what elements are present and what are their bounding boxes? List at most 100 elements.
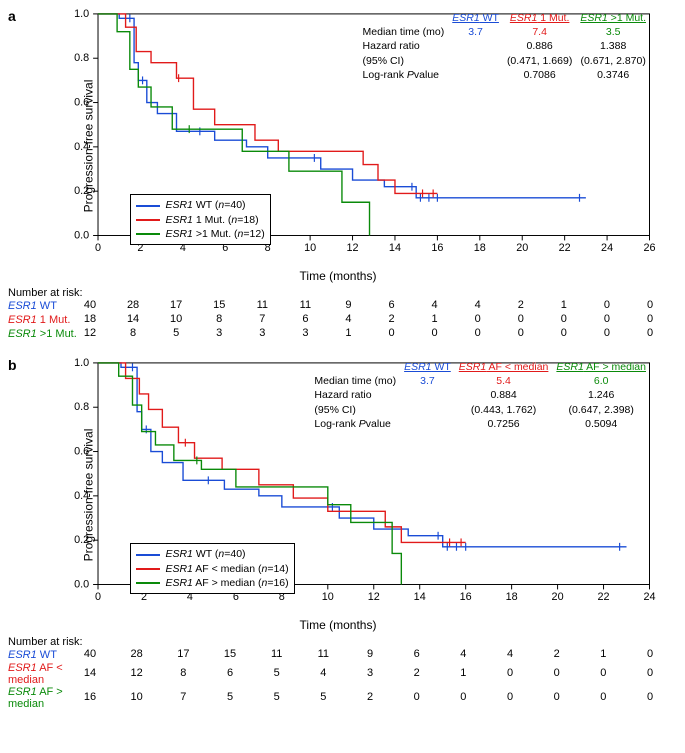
risk-cell: 14 xyxy=(121,313,145,325)
risk-cell: 0 xyxy=(498,667,522,679)
risk-cell: 3 xyxy=(250,327,274,339)
risk-title: Number at risk: xyxy=(8,636,677,648)
risk-cell: 14 xyxy=(78,667,102,679)
risk-cell: 0 xyxy=(451,691,475,703)
risk-cell: 0 xyxy=(545,691,569,703)
km-panel: a Progression-free survival 0.00.20.40.6… xyxy=(8,8,677,341)
legend-item: ESR1 1 Mut. (n=18) xyxy=(136,213,264,227)
legend: ESR1 WT (n=40) ESR1 AF < median (n=14) E… xyxy=(130,543,294,594)
legend-label: ESR1 1 Mut. (n=18) xyxy=(165,213,258,227)
svg-text:0.0: 0.0 xyxy=(74,578,89,590)
svg-text:12: 12 xyxy=(368,591,380,603)
risk-cell: 0 xyxy=(545,667,569,679)
risk-cell: 0 xyxy=(638,691,662,703)
risk-cell: 3 xyxy=(207,327,231,339)
plot-area: Progression-free survival 0.00.20.40.60.… xyxy=(58,357,662,632)
risk-cell: 4 xyxy=(466,299,490,311)
risk-cell: 0 xyxy=(638,327,662,339)
risk-cell: 28 xyxy=(121,299,145,311)
risk-cell: 0 xyxy=(423,327,447,339)
risk-cell: 7 xyxy=(171,691,195,703)
stats-table: ESR1 WTESR1 AF < medianESR1 AF > medianM… xyxy=(314,360,654,431)
risk-cell: 7 xyxy=(250,313,274,325)
legend-item: ESR1 WT (n=40) xyxy=(136,547,288,561)
risk-cell: 5 xyxy=(164,327,188,339)
risk-cell: 2 xyxy=(509,299,533,311)
x-axis-label: Time (months) xyxy=(58,269,618,283)
risk-cell: 4 xyxy=(498,648,522,660)
risk-cell: 6 xyxy=(293,313,317,325)
risk-cell: 0 xyxy=(552,327,576,339)
y-axis-label: Progression-free survival xyxy=(81,428,95,561)
risk-cell: 0 xyxy=(595,299,619,311)
risk-cell: 18 xyxy=(78,313,102,325)
risk-cell: 0 xyxy=(591,691,615,703)
risk-cell: 10 xyxy=(125,691,149,703)
legend-item: ESR1 AF > median (n=16) xyxy=(136,576,288,590)
panel-label: a xyxy=(8,8,16,24)
svg-text:20: 20 xyxy=(552,591,564,603)
risk-cell: 2 xyxy=(358,691,382,703)
svg-text:1.0: 1.0 xyxy=(74,8,89,20)
legend-item: ESR1 WT (n=40) xyxy=(136,198,264,212)
risk-cell: 2 xyxy=(545,648,569,660)
risk-cell: 11 xyxy=(293,299,317,311)
risk-cell: 11 xyxy=(265,648,289,660)
risk-cell: 17 xyxy=(171,648,195,660)
risk-cell: 15 xyxy=(218,648,242,660)
risk-cell: 12 xyxy=(125,667,149,679)
svg-text:0: 0 xyxy=(95,242,101,254)
risk-cell: 0 xyxy=(509,313,533,325)
risk-cell: 40 xyxy=(78,299,102,311)
legend-item: ESR1 >1 Mut. (n=12) xyxy=(136,227,264,241)
svg-text:0.8: 0.8 xyxy=(74,401,89,413)
risk-row: ESR1 AF > median 161075552000000 xyxy=(8,686,677,710)
svg-text:14: 14 xyxy=(414,591,426,603)
risk-cell: 4 xyxy=(451,648,475,660)
svg-text:24: 24 xyxy=(643,591,655,603)
risk-cell: 3 xyxy=(293,327,317,339)
risk-cell: 6 xyxy=(380,299,404,311)
risk-cell: 0 xyxy=(405,691,429,703)
svg-text:0.8: 0.8 xyxy=(74,52,89,64)
risk-table: Number at risk: ESR1 WT 4028171511119644… xyxy=(8,636,677,710)
panel-label: b xyxy=(8,357,17,373)
risk-cell: 40 xyxy=(78,648,102,660)
svg-text:16: 16 xyxy=(431,242,443,254)
legend: ESR1 WT (n=40) ESR1 1 Mut. (n=18) ESR1 >… xyxy=(130,194,270,245)
svg-text:18: 18 xyxy=(474,242,486,254)
risk-cell: 6 xyxy=(405,648,429,660)
risk-cell: 0 xyxy=(552,313,576,325)
x-axis-label: Time (months) xyxy=(58,618,618,632)
legend-label: ESR1 >1 Mut. (n=12) xyxy=(165,227,264,241)
risk-cell: 8 xyxy=(171,667,195,679)
risk-cell: 0 xyxy=(380,327,404,339)
risk-cell: 1 xyxy=(451,667,475,679)
risk-cell: 8 xyxy=(121,327,145,339)
plot-area: Progression-free survival 0.00.20.40.60.… xyxy=(58,8,662,283)
svg-text:14: 14 xyxy=(389,242,401,254)
risk-cell: 8 xyxy=(207,313,231,325)
svg-text:24: 24 xyxy=(601,242,613,254)
risk-cell: 0 xyxy=(638,313,662,325)
risk-cell: 5 xyxy=(265,667,289,679)
risk-cell: 0 xyxy=(466,327,490,339)
legend-label: ESR1 AF > median (n=16) xyxy=(165,576,288,590)
risk-cell: 0 xyxy=(591,667,615,679)
svg-text:10: 10 xyxy=(322,591,334,603)
svg-text:10: 10 xyxy=(304,242,316,254)
svg-text:12: 12 xyxy=(347,242,359,254)
risk-row: ESR1 >1 Mut. 128533310000000 xyxy=(8,327,677,341)
risk-cell: 0 xyxy=(509,327,533,339)
risk-cell: 0 xyxy=(638,667,662,679)
risk-cell: 3 xyxy=(358,667,382,679)
risk-cell: 4 xyxy=(336,313,360,325)
risk-cell: 9 xyxy=(358,648,382,660)
risk-cell: 2 xyxy=(405,667,429,679)
risk-cell: 17 xyxy=(164,299,188,311)
risk-cell: 16 xyxy=(78,691,102,703)
risk-cell: 28 xyxy=(125,648,149,660)
svg-text:0.0: 0.0 xyxy=(74,229,89,241)
risk-cell: 0 xyxy=(595,327,619,339)
risk-cell: 5 xyxy=(311,691,335,703)
